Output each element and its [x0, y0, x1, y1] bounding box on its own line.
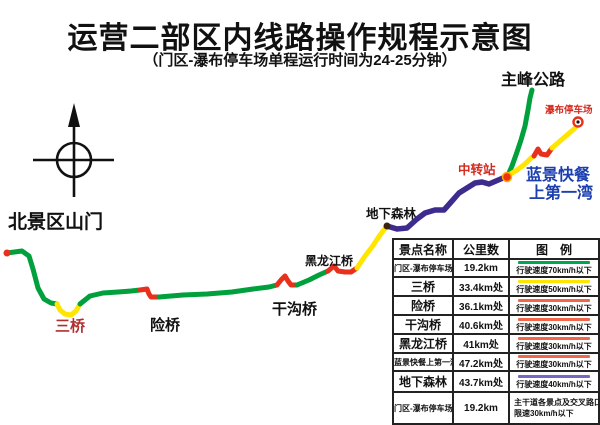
legend-line-red: [518, 336, 590, 340]
row-km: 36.1km处: [452, 295, 510, 316]
legend-line-red: [518, 317, 590, 321]
row-name: 黑龙江桥: [392, 333, 454, 354]
row-legend: 行驶速度30km/h以下: [508, 333, 600, 354]
route-segment-green-3: [156, 282, 280, 300]
route-segment-gate-green: [4, 248, 60, 307]
route-segment-threebridges-yellow: [54, 301, 83, 318]
row-km: 47.2km处: [452, 352, 510, 372]
row-legend: 行驶速度30km/h以下: [508, 314, 600, 335]
legend-table-header: 景点名称 公里数 图 例: [392, 238, 600, 260]
label-blue-view-line2: 上第一湾: [529, 183, 593, 202]
row-km: 19.2km: [452, 391, 510, 425]
table-row: 蓝景快餐上第一湾 47.2km处 行驶速度30km/h以下: [392, 352, 600, 372]
route-segment-green-2: [77, 287, 143, 307]
label-waterfall-parking: 瀑布停车场: [545, 104, 593, 116]
route-segment-mainpeak-green: [505, 87, 535, 178]
route-segment-yellow-to-forest: [354, 223, 390, 271]
compass-north-arrow: [68, 103, 80, 127]
legend-line-red: [518, 355, 590, 358]
route-segment-dangerbridge-red: [137, 286, 162, 300]
row-name: 险桥: [392, 295, 454, 316]
label-dry-ditch-bridge: 干沟桥: [272, 300, 318, 318]
legend-line-red: [518, 298, 590, 302]
table-row: 三桥 33.4km处 行驶速度50km/h以下: [392, 276, 600, 297]
row-km: 41km处: [452, 333, 510, 354]
row-legend: 行驶速度70km/h以下: [508, 258, 600, 278]
route-segment-forest-purple: [384, 174, 511, 232]
row-km: 43.7km处: [452, 370, 510, 393]
route-segment-green-4: [294, 268, 331, 288]
label-underground-forest: 地下森林: [366, 206, 417, 221]
row-km: 19.2km: [452, 258, 510, 278]
label-transfer-station: 中转站: [458, 162, 496, 177]
transfer-station-dot: [501, 171, 513, 183]
table-row: 地下森林 43.7km处 行驶速度40km/h以下: [392, 370, 600, 393]
table-row: 门区-瀑布停车场 19.2km 行驶速度70km/h以下: [392, 258, 600, 278]
legend-table: 景点名称 公里数 图 例 门区-瀑布停车场 19.2km 行驶速度70km/h以…: [392, 238, 600, 425]
row-legend: 行驶速度50km/h以下: [508, 276, 600, 297]
label-heilongjiang-bridge: 黑龙江桥: [305, 253, 354, 268]
legend-line-yellow: [518, 279, 590, 283]
start-point-dot: [3, 249, 11, 257]
table-row: 门区-瀑布停车场 19.2km 主干道各景点及交叉路口 限速30km/h以下: [392, 391, 600, 425]
col-header-legend: 图 例: [508, 238, 600, 260]
page-subtitle: （门区-瀑布停车场单程运行时间为24-25分钟）: [143, 52, 457, 69]
row-legend: 主干道各景点及交叉路口 限速30km/h以下: [508, 391, 600, 425]
compass-icon: [33, 103, 114, 197]
row-km: 40.6km处: [452, 314, 510, 335]
col-header-name: 景点名称: [392, 238, 454, 260]
route-segment-yellow-to-parking: [549, 121, 582, 151]
route-segment-heilongjiang-red: [325, 263, 360, 275]
row-legend: 行驶速度30km/h以下: [508, 352, 600, 372]
row-legend: 行驶速度30km/h以下: [508, 295, 600, 316]
legend-line-green: [518, 261, 590, 264]
route-segment-dryditch-red: [274, 273, 300, 288]
label-three-bridges: 三桥: [55, 317, 86, 335]
underground-forest-dot: [383, 222, 391, 230]
legend-line-purple: [518, 374, 590, 378]
col-header-km: 公里数: [452, 238, 510, 260]
label-danger-bridge: 险桥: [150, 316, 181, 334]
row-name: 地下森林: [392, 370, 454, 393]
table-row: 干沟桥 40.6km处 行驶速度30km/h以下: [392, 314, 600, 335]
label-north-gate: 北景区山门: [8, 210, 103, 233]
row-name: 门区-瀑布停车场: [392, 391, 454, 425]
row-name: 门区-瀑布停车场: [392, 258, 454, 278]
page-title: 运营二部区内线路操作规程示意图: [67, 22, 533, 55]
row-legend: 行驶速度40km/h以下: [508, 370, 600, 393]
row-km: 33.4km处: [452, 276, 510, 297]
table-row: 险桥 36.1km处 行驶速度30km/h以下: [392, 295, 600, 316]
table-row: 黑龙江桥 41km处 行驶速度30km/h以下: [392, 333, 600, 354]
label-blue-view-line1: 蓝景快餐: [526, 165, 591, 184]
route-segment-firstbay-red: [531, 145, 555, 159]
row-name: 蓝景快餐上第一湾: [392, 352, 454, 372]
waterfall-parking-dot: [572, 116, 584, 128]
label-main-peak-road: 主峰公路: [501, 70, 566, 89]
row-name: 干沟桥: [392, 314, 454, 335]
row-name: 三桥: [392, 276, 454, 297]
